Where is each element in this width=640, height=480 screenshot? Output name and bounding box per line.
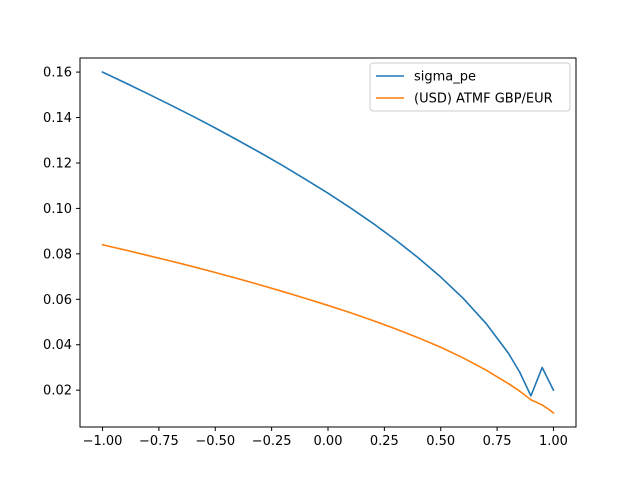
- y-tick-label: 0.10: [43, 202, 72, 217]
- y-tick-label: 0.14: [43, 111, 72, 126]
- x-tick-label: −0.25: [252, 434, 292, 449]
- x-tick-label: 1.00: [539, 434, 568, 449]
- legend: sigma_pe (USD) ATMF GBP/EUR: [369, 62, 571, 112]
- y-tick-label: 0.12: [43, 156, 72, 171]
- x-tick-label: −0.50: [195, 434, 235, 449]
- legend-label-2: (USD) ATMF GBP/EUR: [414, 92, 553, 107]
- x-tick-label: 0.50: [426, 434, 455, 449]
- x-tick-label: 0.75: [483, 434, 512, 449]
- x-tick-label: 0.00: [314, 434, 343, 449]
- y-tick-label: 0.08: [43, 247, 72, 262]
- y-tick-label: 0.16: [43, 66, 72, 81]
- legend-label-1: sigma_pe: [414, 70, 476, 85]
- x-tick-label: −1.00: [83, 434, 123, 449]
- plot-area: [101, 71, 555, 415]
- x-tick-label: 0.25: [370, 434, 399, 449]
- x-tick-label: −0.75: [139, 434, 179, 449]
- legend-box: [369, 62, 571, 112]
- y-tick-label: 0.06: [43, 293, 72, 308]
- axes: −1.00 −0.75 −0.50 −0.25 0.00 0.25 0.50 0.75 1.00…: [43, 57, 577, 449]
- series-line-2: [101, 243, 555, 415]
- y-tick-label: 0.02: [43, 384, 72, 399]
- y-tick-label: 0.04: [43, 338, 72, 353]
- series-line-1: [101, 71, 555, 397]
